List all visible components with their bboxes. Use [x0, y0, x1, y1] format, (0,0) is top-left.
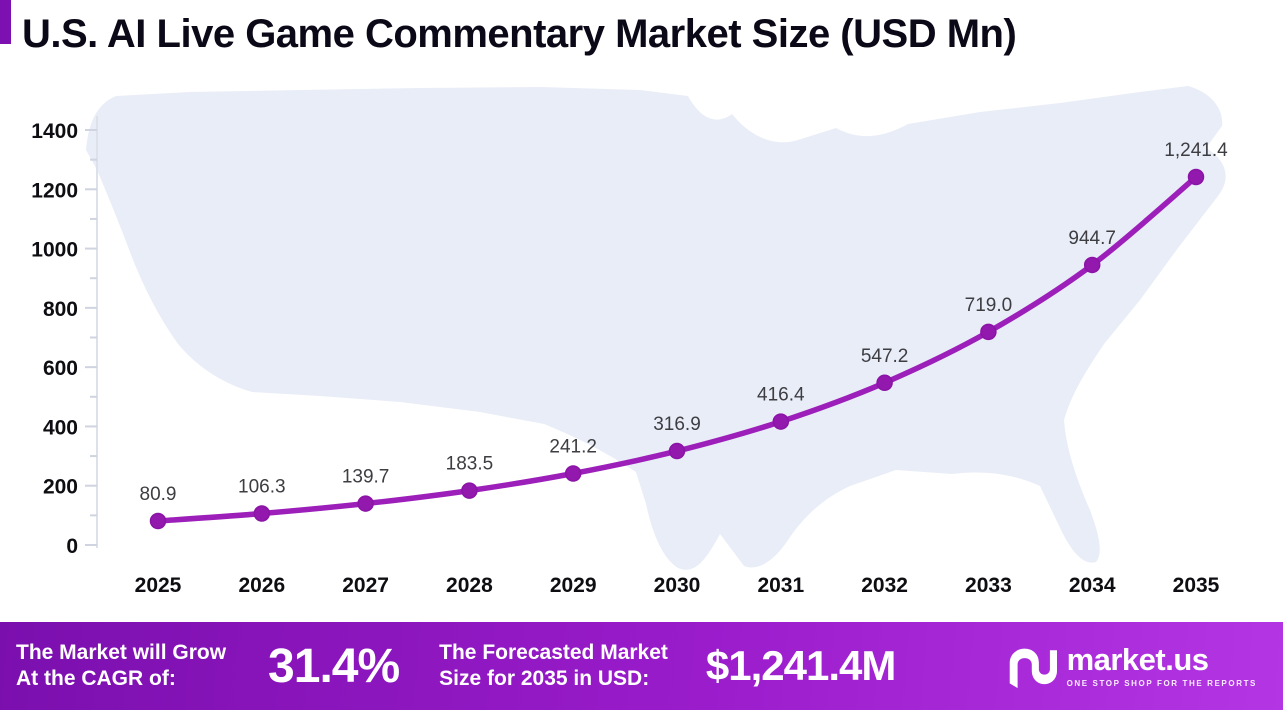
data-point [772, 413, 790, 430]
forecast-label-line2: Size for 2035 in USD: [439, 667, 650, 690]
x-axis-label: 2029 [550, 574, 597, 597]
logo-text-block: market.us ONE STOP SHOP FOR THE REPORTS [1067, 644, 1257, 688]
data-point [1083, 256, 1101, 274]
data-point [980, 323, 997, 341]
data-label: 80.9 [140, 484, 177, 505]
forecast-value: $1,241.4M [705, 642, 896, 689]
data-label: 316.9 [653, 414, 701, 435]
marketus-logo-icon [1009, 648, 1057, 688]
y-axis-label: 0 [66, 535, 78, 558]
x-axis-label: 2034 [1069, 574, 1116, 597]
data-point [149, 512, 167, 530]
forecast-label-line1: The Forecasted Market [439, 640, 668, 664]
data-point [357, 495, 374, 512]
data-label: 547.2 [861, 346, 909, 367]
cagr-label-line2: At the CAGR of: [16, 667, 176, 690]
y-axis-label: 200 [43, 476, 78, 499]
chart-title: U.S. AI Live Game Commentary Market Size… [22, 12, 1017, 56]
data-point [253, 505, 271, 522]
y-axis-label: 600 [43, 357, 78, 380]
y-axis-label: 400 [43, 416, 78, 439]
x-axis-label: 2027 [342, 574, 389, 597]
x-axis-label: 2030 [654, 574, 701, 597]
x-axis-label: 2035 [1173, 574, 1220, 597]
chart-canvas: 0 200 400 600 800 1000 1200 1400 2025 2026 2027 202… [31, 86, 1229, 597]
title-accent [0, 0, 11, 44]
forecast-label: The Forecasted Market Size for 2035 in U… [439, 640, 668, 693]
data-point [876, 374, 893, 392]
data-label: 944.7 [1068, 228, 1116, 249]
x-axis-label: 2032 [861, 574, 908, 597]
y-axis-label: 800 [43, 298, 78, 321]
data-label: 1,241.4 [1164, 140, 1228, 161]
axes-layer: 0 200 400 600 800 1000 1200 1400 2025 2026 2027 202… [31, 116, 1220, 597]
cagr-label: The Market will Grow At the CAGR of: [16, 640, 226, 693]
data-label: 719.0 [965, 295, 1013, 316]
series-layer [149, 168, 1205, 530]
data-label: 139.7 [342, 467, 390, 488]
y-axis-label: 1000 [31, 239, 78, 262]
labels-layer: 80.9 106.3 139.7 183.5 241.2 316.9 416.4 547.2 7… [140, 140, 1229, 505]
us-map-silhouette [86, 86, 1226, 570]
data-label: 183.5 [446, 454, 494, 475]
marketus-logo: market.us ONE STOP SHOP FOR THE REPORTS [1005, 644, 1257, 688]
summary-banner: The Market will Grow At the CAGR of: 31.… [0, 622, 1283, 710]
data-point [668, 442, 686, 460]
data-label: 106.3 [238, 476, 286, 497]
x-axis-label: 2026 [238, 574, 285, 597]
y-axis-label: 1400 [31, 120, 78, 143]
data-point [1187, 168, 1205, 186]
data-point [564, 465, 582, 482]
data-point [461, 482, 478, 499]
logo-tagline: ONE STOP SHOP FOR THE REPORTS [1066, 679, 1257, 688]
x-axis-label: 2031 [757, 574, 804, 597]
y-axis-label: 1200 [31, 179, 78, 202]
cagr-value: 31.4% [268, 639, 400, 693]
cagr-label-line1: The Market will Grow [16, 640, 227, 664]
data-label: 416.4 [757, 385, 805, 406]
x-axis-label: 2025 [135, 574, 182, 597]
logo-text: market.us [1066, 642, 1209, 677]
x-axis-label: 2033 [965, 574, 1012, 597]
data-label: 241.2 [549, 437, 597, 458]
x-axis-label: 2028 [446, 574, 493, 597]
